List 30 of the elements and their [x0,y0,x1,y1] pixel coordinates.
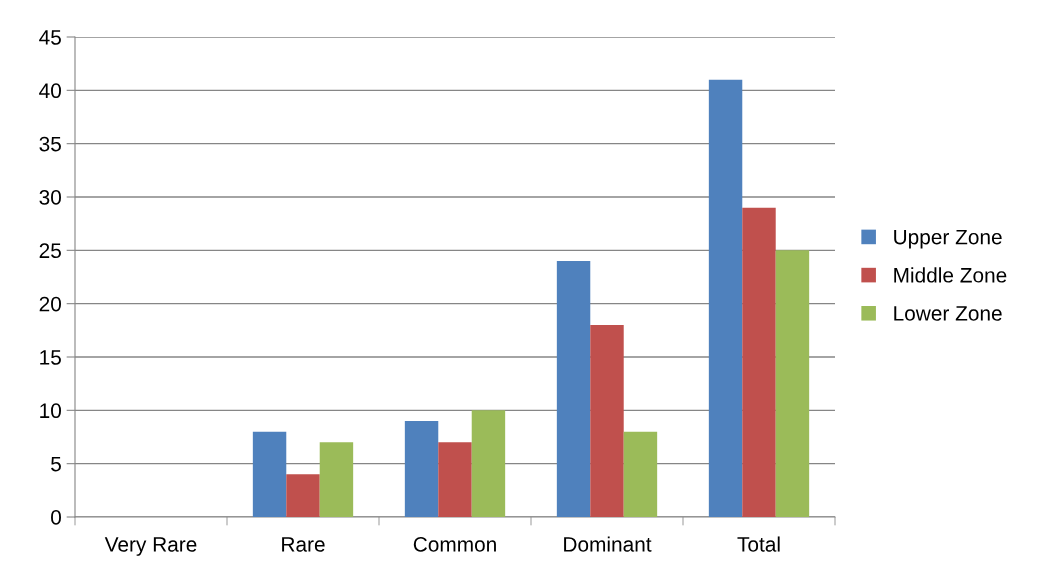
y-tick-label: 30 [39,190,61,205]
bar [708,79,743,517]
x-tick-label: Dominant [564,536,652,552]
y-tick-label: 15 [40,350,61,365]
legend-label: Upper Zone [894,229,1002,249]
bar [623,431,658,517]
legend-label: Middle Zone [894,267,1007,283]
bar [319,442,354,517]
y-tick-label: 40 [39,83,61,99]
y-tick-label: 5 [51,456,61,472]
x-tick-label: Total [737,536,780,552]
legend-label: Lower Zone [894,306,1002,321]
x-tick-label: Very Rare [104,537,197,556]
y-tick-label: 35 [39,136,61,152]
y-tick-label: 45 [39,30,61,45]
y-tick-label: 10 [40,403,61,419]
bar [471,410,506,517]
bar [404,421,439,517]
y-tick-label: 25 [39,243,61,259]
bar [252,431,287,517]
y-tick-label: 20 [39,296,61,312]
x-tick-label: Rare [282,537,325,552]
x-tick-label: Common [413,536,496,552]
bar [742,207,776,517]
bar [556,261,591,517]
bar [438,442,472,517]
bar [775,250,810,517]
y-tick-label: 0 [51,510,61,525]
bar [286,474,320,517]
bar [590,325,624,517]
